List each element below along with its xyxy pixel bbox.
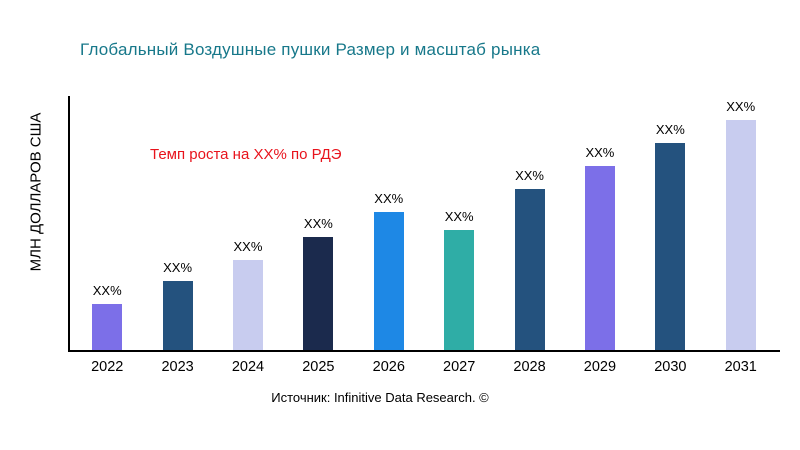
bar-2028	[514, 189, 545, 350]
bar-column-2022: XX% 2022	[91, 97, 123, 384]
bar-2026	[373, 212, 404, 350]
bar-column-2028: XX% 2028	[513, 97, 545, 384]
x-tick-2028: 2028	[513, 359, 546, 375]
bar-2031	[725, 120, 756, 350]
bar-column-2027: XX% 2027	[443, 97, 475, 384]
bar-column-2030: XX% 2030	[654, 97, 686, 384]
bar-value-label-2027: XX%	[444, 209, 474, 224]
bar-value-label-2025: XX%	[303, 216, 333, 231]
bar-column-2024: XX% 2024	[232, 97, 264, 384]
bar-value-label-2031: XX%	[726, 99, 756, 114]
x-tick-2029: 2029	[583, 359, 617, 375]
growth-annotation: Темп роста на XX% по РДЭ	[150, 146, 342, 163]
bar-value-label-2022: XX%	[92, 283, 122, 298]
bar-column-2025: XX% 2025	[302, 97, 334, 384]
x-tick-2027: 2027	[443, 359, 476, 375]
bar-column-2029: XX% 2029	[584, 97, 616, 384]
bar-value-label-2028: XX%	[515, 168, 544, 183]
bar-value-label-2030: XX%	[655, 122, 685, 137]
x-axis-line	[68, 350, 780, 352]
bar-value-label-2026: XX%	[374, 191, 404, 206]
plot-area: XX% 2022 XX% 2023 XX% 2024 XX% 2025 XX% 2026 XX% 20…	[72, 97, 776, 384]
bar-2024	[232, 260, 263, 350]
bar-value-label-2024: XX%	[233, 239, 263, 254]
y-axis-label: МЛН ДОЛЛАРОВ США	[27, 112, 45, 272]
bar-2027	[444, 230, 475, 350]
bar-column-2023: XX% 2023	[161, 97, 193, 384]
chart-title: Глобальный Воздушные пушки Размер и масш…	[80, 40, 541, 59]
bar-2023	[162, 281, 193, 350]
x-tick-2025: 2025	[302, 359, 335, 375]
bar-value-label-2029: XX%	[585, 145, 615, 160]
bar-2029	[584, 166, 615, 350]
x-tick-2026: 2026	[372, 359, 405, 375]
x-tick-2030: 2030	[654, 359, 687, 375]
bar-value-label-2023: XX%	[163, 260, 193, 275]
bar-column-2031: XX% 2031	[725, 97, 757, 384]
x-tick-2022: 2022	[91, 359, 124, 375]
x-tick-2024: 2024	[231, 359, 265, 375]
bar-2025	[303, 237, 334, 350]
bar-column-2026: XX% 2026	[373, 97, 405, 384]
bar-2030	[655, 143, 686, 350]
y-axis-line	[68, 96, 70, 352]
source-caption: Источник: Infinitive Data Research. ©	[271, 390, 489, 405]
x-tick-2031: 2031	[724, 359, 757, 375]
bar-2022	[92, 304, 123, 350]
x-tick-2023: 2023	[161, 359, 194, 375]
